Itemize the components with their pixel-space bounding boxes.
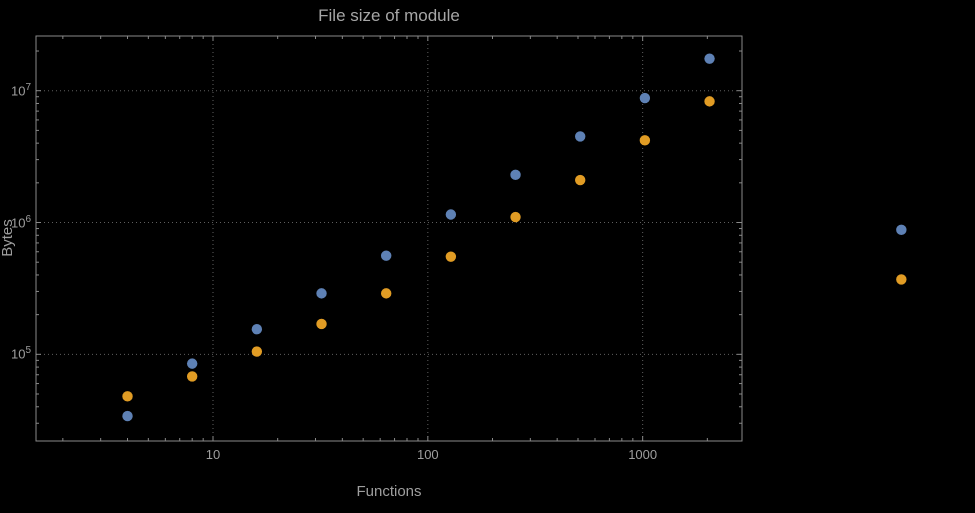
orange-series-point xyxy=(896,274,907,285)
orange-series-point xyxy=(639,135,651,146)
chart-title: File size of module xyxy=(318,6,460,25)
orange-series-point xyxy=(704,96,715,107)
blue-series-point xyxy=(122,410,133,422)
orange-series-point xyxy=(445,251,457,262)
plot-frame xyxy=(35,35,743,442)
orange-series-point xyxy=(186,371,198,382)
x-tick-label: 10 xyxy=(205,447,221,462)
x-tick-label: 1000 xyxy=(628,447,658,462)
orange-series-point xyxy=(122,391,133,402)
y-tick-label: 107 xyxy=(10,81,31,99)
orange-series-point xyxy=(251,346,263,357)
orange-series-point xyxy=(510,211,521,223)
blue-series-point xyxy=(704,53,715,64)
blue-series-point xyxy=(251,324,263,335)
blue-series-point xyxy=(896,224,907,236)
orange-series-point xyxy=(380,288,392,299)
x-axis-label: Functions xyxy=(356,483,422,500)
blue-series-point xyxy=(639,92,651,104)
blue-series-point xyxy=(380,250,392,261)
blue-series-point xyxy=(510,169,521,181)
blue-series-point xyxy=(316,288,327,299)
blue-series-point xyxy=(445,209,457,220)
y-tick-label: 106 xyxy=(10,213,31,230)
blue-series-point xyxy=(575,131,586,142)
x-tick-label: 100 xyxy=(416,447,439,462)
orange-series-point xyxy=(316,318,327,330)
blue-series-point xyxy=(186,358,198,369)
y-tick-label: 105 xyxy=(10,345,31,362)
orange-series-point xyxy=(575,174,586,186)
